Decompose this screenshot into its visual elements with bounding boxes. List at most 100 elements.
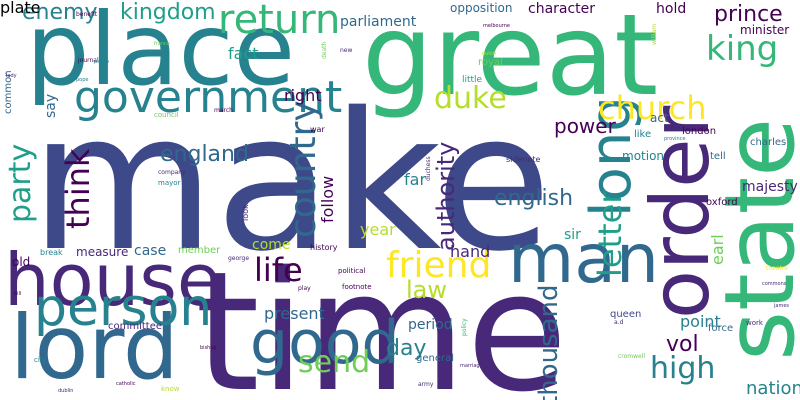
word-plate: plate [0,0,41,17]
word-little: little [462,75,483,85]
word-church: church [598,89,707,127]
word-new: new [340,47,353,54]
word-charles: charles [750,137,787,148]
word-country: country [283,100,324,238]
word-dublin: dublin [58,388,74,394]
word-work: work [746,319,763,327]
word-authority: authority [432,141,460,251]
word-fact: fact [228,44,259,63]
word-vol: vol [666,332,699,357]
word-say: say [43,93,59,118]
word-england: england [160,142,249,167]
word-journal: journal [78,57,99,64]
word-parliament: parliament [340,14,417,30]
word-peace: peace [94,59,110,65]
word-like: like [634,129,652,140]
word-bill: bill [14,291,22,297]
word-hold: hold [656,1,687,17]
word-mayor: mayor [158,179,181,187]
word-right: right [284,86,322,105]
word-play: play [298,285,311,292]
word-send: send [298,345,371,380]
word-opposition: opposition [450,1,513,15]
word-person: person [34,278,213,338]
word-period: period [408,317,453,333]
word-committee: committee [108,321,163,332]
word-general: general [416,353,455,364]
word-time: time [195,236,568,400]
word-bishop: bishop [200,345,217,351]
word-cromwell: cromwell [618,353,646,360]
word-footnote: footnote [342,283,372,291]
word-present: present [264,304,325,323]
word-day: day [386,336,427,361]
word-king: king [706,29,779,69]
word-sir: sir [564,227,581,243]
word-oxford: oxford [706,197,738,208]
word-duchess: duchess [425,156,432,181]
word-army: army [418,381,434,388]
word-william: william [651,23,658,45]
word-good: good [250,308,400,378]
word-house: house [4,238,222,322]
word-council: council [154,111,179,119]
word-james: james [774,303,790,309]
word-come: come [252,237,291,253]
word-law: law [406,276,448,304]
word-place: place [26,0,296,108]
word-government: government [74,72,343,123]
word-political: political [338,267,366,275]
word-marriage: marriage [460,363,483,369]
word-year: year [360,220,396,239]
word-history: history [310,243,338,252]
word-pope: pope [76,77,89,83]
word-london: london [682,126,717,137]
word-theatre: theatre [766,265,788,272]
word-life: life [254,251,303,289]
word-earl: earl [708,234,727,265]
word-look: look [241,204,250,221]
word-party: party [3,143,38,223]
word-policy: policy [461,318,468,336]
word-high: high [650,351,716,386]
word-know: know [161,385,180,393]
word-lady: lady [6,73,17,79]
word-city: city [34,356,47,364]
word-force: force [708,323,734,334]
word-province: province [664,136,686,142]
word-nation: nation [746,378,800,399]
word-act: act [650,111,669,125]
word-duke: duke [434,81,507,116]
word-benefit: benefit [76,11,98,18]
word-make: make [30,72,552,293]
word-company: company [158,169,186,176]
word-war: war [310,125,325,134]
word-queen: queen [610,309,642,320]
word-great: great [362,0,659,121]
word-character: character [528,1,596,17]
word-think: think [59,148,97,229]
word-letter: letter [591,190,629,277]
word-thousand: thousand [534,284,564,400]
word-catholic: catholic [116,381,136,387]
word-english: english [494,186,574,211]
word-sidenote: sidenote [506,155,541,164]
word-france: france [154,41,170,47]
word-march: march [214,107,233,114]
word-dutch: dutch [482,51,497,57]
word-power: power [554,114,616,138]
word-member: member [178,245,221,256]
word-prince: prince [714,2,783,27]
word-follow: follow [318,175,337,223]
word-old: old [12,255,31,269]
word-far: far [404,170,427,189]
word-tell: tell [710,151,726,162]
word-point: point [680,312,721,331]
word-majesty: majesty [742,179,798,195]
word-case: case [134,243,167,259]
word-friend: friend [386,245,492,286]
word-hand: hand [450,242,491,261]
word-royal: royal [478,57,503,68]
word-break: break [40,248,63,257]
